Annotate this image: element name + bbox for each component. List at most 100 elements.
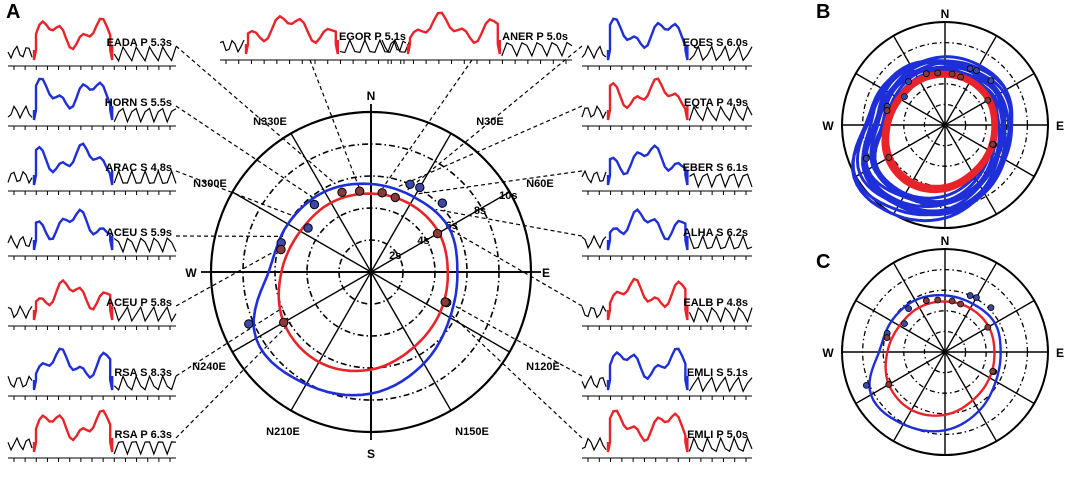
- ring-label-4: 10s: [499, 190, 517, 202]
- card-label: EQTA P 4.9s: [684, 97, 748, 109]
- polar-c-station-point-7: [984, 323, 992, 331]
- card-noise-left: [7, 170, 33, 185]
- card-noise-left: [7, 45, 33, 60]
- card-noise-right: [113, 169, 177, 184]
- waveform-card-1: HORN S 5.5s: [7, 77, 177, 130]
- ring-label-3: 8s: [474, 205, 486, 217]
- card-label: ACEU S 5.9s: [106, 227, 172, 239]
- card-label: EMLI S 5.1s: [687, 367, 748, 379]
- card-signal: [606, 347, 689, 391]
- card-label: ARAC S 4.8s: [105, 162, 172, 174]
- polar-b-compass-n: N: [941, 7, 950, 21]
- panel-label-a: A: [6, 1, 20, 23]
- card-noise-right: [113, 237, 177, 254]
- card-label: EADA P 5.3s: [107, 37, 172, 49]
- connector: [454, 305, 583, 377]
- polar-b-series-s: [851, 55, 1012, 223]
- polar-c-station-point-10: [905, 305, 912, 313]
- polar-b-station-point-14: [862, 155, 870, 162]
- polar-c-compass-w: W: [822, 346, 834, 360]
- card-signal: [606, 17, 689, 61]
- polar-b-station-point-1: [934, 69, 942, 77]
- station-point-4: [390, 192, 400, 203]
- card-noise-left: [581, 234, 607, 250]
- azimuth-label-150: N150E: [455, 426, 489, 438]
- station-point-3: [405, 179, 415, 189]
- connector: [450, 229, 583, 307]
- polar-b-series-s: [855, 61, 1014, 213]
- connector: [175, 105, 313, 198]
- polar-b-station-point-4: [957, 73, 964, 81]
- station-point-6: [437, 198, 448, 208]
- card-signal: [32, 77, 114, 121]
- waveform-card-3: ACEU S 5.9s: [7, 208, 177, 260]
- polar-b-station-point-9: [989, 140, 997, 148]
- polar-b-station-point-10: [905, 78, 912, 86]
- connector: [450, 313, 583, 439]
- card-label: RSA S 8.3s: [114, 367, 172, 379]
- waveform-card-24: EALB P 4.8s: [581, 277, 753, 330]
- waveform-card-5: RSA S 8.3s: [7, 347, 177, 400]
- card-noise-left: [7, 304, 33, 320]
- card-signal: [606, 77, 689, 121]
- polar-c-station-point-15: [885, 381, 893, 388]
- waveform-card-21: EQTA P 4.9s: [581, 77, 753, 130]
- waveform-card-25: EMLI S 5.1s: [581, 347, 753, 400]
- series-line-p: [277, 192, 450, 373]
- compass-n: N: [367, 89, 376, 103]
- station-point-9: [440, 297, 450, 307]
- polar-b-station-point-2: [948, 70, 956, 78]
- station-point-7: [432, 228, 443, 239]
- card-signal: [32, 409, 114, 453]
- card-signal: [32, 278, 114, 321]
- polar-b-series-p: [881, 70, 998, 194]
- card-label: EALB P 4.8s: [683, 297, 748, 309]
- waveform-card-2: ARAC S 4.8s: [7, 142, 177, 195]
- card-noise-right: [688, 306, 753, 324]
- card-noise-left: [581, 374, 607, 390]
- connector: [407, 45, 583, 191]
- station-point-13: [276, 244, 286, 255]
- card-label: EBER S 6.1s: [683, 162, 748, 174]
- card-signal: [32, 17, 114, 61]
- series-line-s: [252, 182, 459, 397]
- ring-label-0: 2s: [389, 250, 401, 262]
- card-label: EGOR P 5.1s: [339, 31, 406, 43]
- card-label: HORN S 5.5s: [105, 97, 172, 109]
- polar-plot-b: N E W: [822, 7, 1064, 229]
- azimuth-label-330: N330E: [253, 116, 287, 128]
- card-noise-left: [581, 304, 607, 319]
- card-signal: [606, 208, 689, 251]
- card-noise-left: [581, 169, 607, 184]
- card-signal: [606, 409, 689, 453]
- waveform-card-10: EGOR P 5.1s: [219, 14, 411, 64]
- card-noise-left: [581, 105, 607, 120]
- card-noise-right: [113, 305, 177, 323]
- card-label: RSA P 6.3s: [115, 429, 172, 441]
- polar-c-station-point-3: [966, 292, 974, 299]
- polar-b-station-point-11: [901, 93, 908, 101]
- card-noise-right: [688, 234, 753, 250]
- card-noise-right: [113, 441, 177, 456]
- card-signal: [32, 208, 114, 251]
- polar-c-station-point-13: [883, 334, 891, 341]
- card-noise-left: [7, 436, 33, 452]
- card-noise-right: [113, 45, 177, 63]
- card-noise-right: [688, 436, 753, 453]
- compass-e: E: [542, 266, 550, 280]
- polar-c-station-point-14: [862, 382, 870, 389]
- compass-s: S: [367, 447, 375, 461]
- connector: [398, 105, 583, 187]
- connector-lines: [175, 45, 583, 439]
- compass-w: W: [185, 266, 197, 280]
- station-point-14: [244, 319, 254, 329]
- waveform-card-11: ANER P 5.0s: [381, 11, 573, 64]
- waveform-card-22: EBER S 6.1s: [581, 144, 753, 195]
- polar-c-station-point-1: [934, 296, 942, 304]
- polar-c-station-point-11: [901, 320, 908, 328]
- card-noise-left: [581, 44, 607, 60]
- azimuth-label-60: N60E: [526, 178, 554, 190]
- panel-label-b: B: [816, 1, 830, 23]
- waveform-card-23: ALHA S 6.2s: [581, 208, 753, 260]
